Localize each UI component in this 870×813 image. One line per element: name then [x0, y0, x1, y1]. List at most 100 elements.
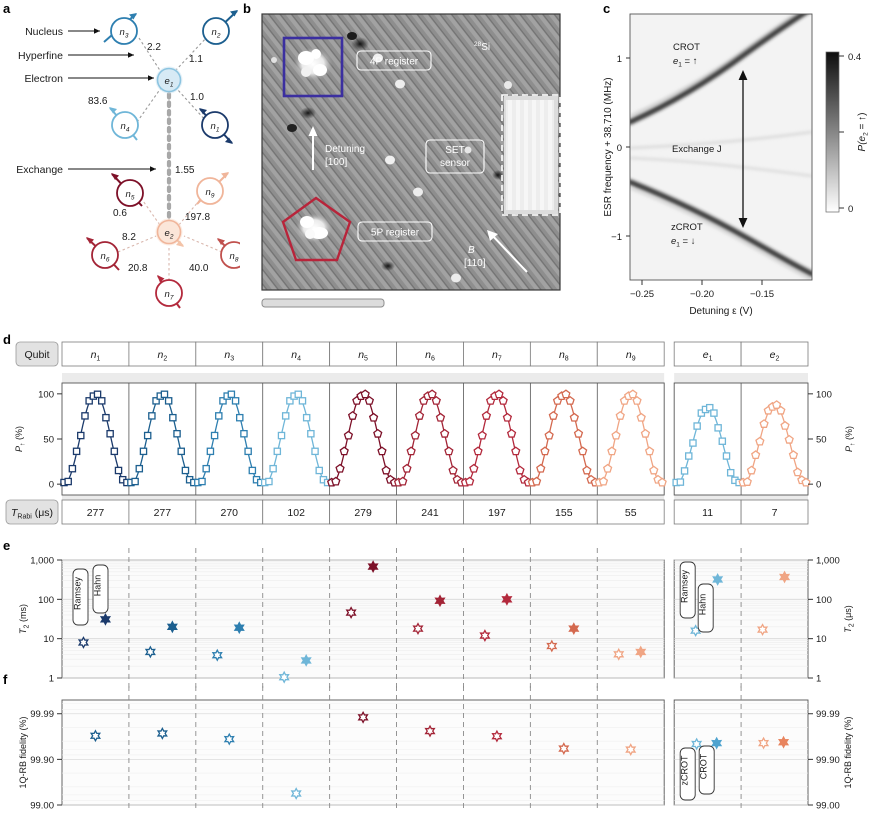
panel-d-data-marker — [402, 463, 412, 473]
panel-d-data-marker — [561, 389, 571, 399]
panel-e-legend-hahn-right-label: Hahn — [698, 594, 708, 616]
svg-text:e2: e2 — [165, 228, 174, 241]
panel-d-qubit-name-n3: n3 — [224, 349, 234, 363]
panel-a-n4-sub: 4 — [126, 127, 130, 134]
panel-d-data-marker — [746, 465, 757, 475]
panel-e-hahn-point-n6 — [434, 594, 446, 608]
panel-d-data-marker — [718, 437, 727, 445]
panel-d-data-marker — [248, 466, 257, 475]
panel-d-qubit-header-cell — [61, 341, 130, 367]
panel-d-data-marker — [515, 465, 525, 475]
panel-d-qubit-name-e1: e1 — [703, 349, 713, 363]
panel-d-data-marker — [644, 446, 655, 456]
panel-e-ramsey-point-e2 — [757, 623, 769, 636]
panel-d-data-marker — [569, 412, 579, 422]
panel-d-data-marker — [685, 452, 693, 460]
panel-d-trabi-cell — [128, 499, 197, 525]
panel-a-n6-sub: 6 — [106, 257, 110, 264]
panel-d-data-marker — [680, 467, 689, 475]
panel-d-data-marker — [506, 428, 517, 438]
panel-e-legend-ramsey: Ramsey — [73, 568, 89, 626]
panel-d-qubit-header-cell — [329, 341, 397, 367]
panel-d-qubit-header-cell — [128, 341, 197, 367]
panel-c-colorbar-label: P(e2 = ↑) — [857, 113, 870, 152]
panel-e-hahn-point-n9 — [635, 645, 647, 659]
panel-d-data-marker — [307, 429, 315, 438]
panel-d-data-marker — [676, 478, 685, 486]
panel-b-detuning-label-1: Detuning — [325, 144, 365, 155]
panel-d-data-marker — [143, 431, 152, 440]
panel-a-n2-base: n — [212, 27, 217, 38]
panel-b-5p-register-pentagon — [281, 196, 352, 262]
panel-f-fidelity-point-e2b — [778, 735, 790, 749]
panel-d-data-marker — [759, 419, 769, 428]
panel-d-trabi-cell — [61, 499, 130, 525]
panel-d-data-marker — [302, 413, 311, 422]
panel-b-bfield-label-1: B — [468, 245, 475, 256]
panel-d-data-marker — [102, 413, 110, 422]
panel-d-data-marker — [582, 465, 592, 475]
panel-c-zcrot-state: e1 = ↓ — [671, 236, 696, 249]
panel-c-ylabel: ESR frequency + 38,710 (MHz) — [603, 77, 614, 216]
panel-d-data-marker — [431, 395, 441, 405]
panel-b-tag-4p-register: 4P register — [356, 50, 432, 71]
panel-d-data-marker — [689, 439, 697, 447]
panel-e-ylabel-left: T2 (ms) — [18, 604, 31, 634]
panel-d-data-marker — [236, 413, 244, 422]
panel-a-spin-network: a Nucleus Hyperfine Electron Exchange — [0, 0, 240, 320]
panel-c-crot-label: CROT — [673, 42, 700, 53]
panel-e-legend-hahn-right-box — [697, 583, 714, 633]
panel-e-ramsey-point-n4 — [278, 670, 290, 684]
panel-d-data-marker — [473, 446, 483, 456]
panel-d-qubit-header-cell — [195, 341, 264, 367]
panel-e-hahn-point-e2 — [779, 570, 791, 584]
panel-e-ylabel-right: T2 (μs) — [843, 605, 856, 633]
panel-d-data-marker — [114, 466, 123, 475]
panel-f-legend-crot-label: CROT — [699, 753, 709, 779]
panel-d-data-marker — [440, 428, 450, 438]
panel-f-legend-zcrot-label: zCROT — [680, 755, 690, 785]
panel-c-esr-spectrum: c CROT e1 = ↑ Exchange J zCROT e1 = ↓ — [600, 0, 870, 320]
panel-a-node-n6: n6 — [86, 237, 120, 271]
panel-d-qubit-header-cell — [463, 341, 531, 367]
panel-d-trabi-cell — [329, 499, 397, 525]
panel-a-n6-base: n — [101, 251, 106, 262]
panel-b-set-dashed-box — [501, 94, 561, 216]
panel-b-stm-image: b — [240, 0, 600, 320]
panel-d-qubit-name-n4: n4 — [291, 349, 301, 363]
panel-d-data-marker — [335, 463, 345, 473]
panel-c-crot-state: e1 = ↑ — [673, 56, 698, 69]
panel-a-coupling-0-6: 0.6 — [113, 208, 127, 219]
panel-a-coupling-1-1: 1.1 — [189, 54, 203, 65]
panel-b-4p-register-box — [282, 36, 344, 98]
panel-d-data-marker — [628, 389, 638, 399]
panel-d-data-marker — [511, 446, 521, 456]
panel-b-tag-set-line2: sensor — [440, 158, 471, 169]
panel-a-n9-sub: 9 — [211, 193, 215, 200]
panel-d-trabi-cell — [529, 499, 598, 525]
panel-a-node-e2: e2 — [156, 219, 184, 247]
panel-d-data-marker — [649, 465, 659, 475]
panel-f-ylabel-right: 1Q-RB fidelity (%) — [843, 716, 853, 788]
panel-d-ytick-label: 50 — [43, 435, 54, 446]
panel-e-hahn-point-n3 — [233, 621, 245, 635]
panel-b-dark-defects — [287, 32, 504, 271]
svg-text:n7: n7 — [165, 289, 174, 302]
panel-f-fidelity-point-n9 — [625, 743, 637, 756]
panel-f-fidelity-point-n3 — [223, 732, 235, 746]
panel-e-hahn-point-n4 — [300, 654, 312, 667]
panel-a-node-n9: n9 — [196, 172, 229, 205]
panel-a-coupling-40-0: 40.0 — [189, 263, 209, 274]
panel-e-hahn-point-e1 — [712, 573, 724, 586]
panel-a-label-nucleus: Nucleus — [25, 26, 63, 38]
panel-d-trabi-value-e1: 11 — [702, 507, 713, 519]
panel-d-data-marker — [148, 412, 156, 420]
panel-e-ytick-label: 100 — [38, 595, 54, 606]
panel-d-qubit-header-cell — [740, 341, 809, 367]
panel-d-trabi-cell — [262, 499, 331, 525]
panel-d-trabi-cell — [195, 499, 264, 525]
panel-e-letter: e — [3, 538, 10, 553]
panel-d-data-marker — [72, 447, 81, 456]
panel-f-ylabel-left: 1Q-RB fidelity (%) — [18, 716, 28, 788]
